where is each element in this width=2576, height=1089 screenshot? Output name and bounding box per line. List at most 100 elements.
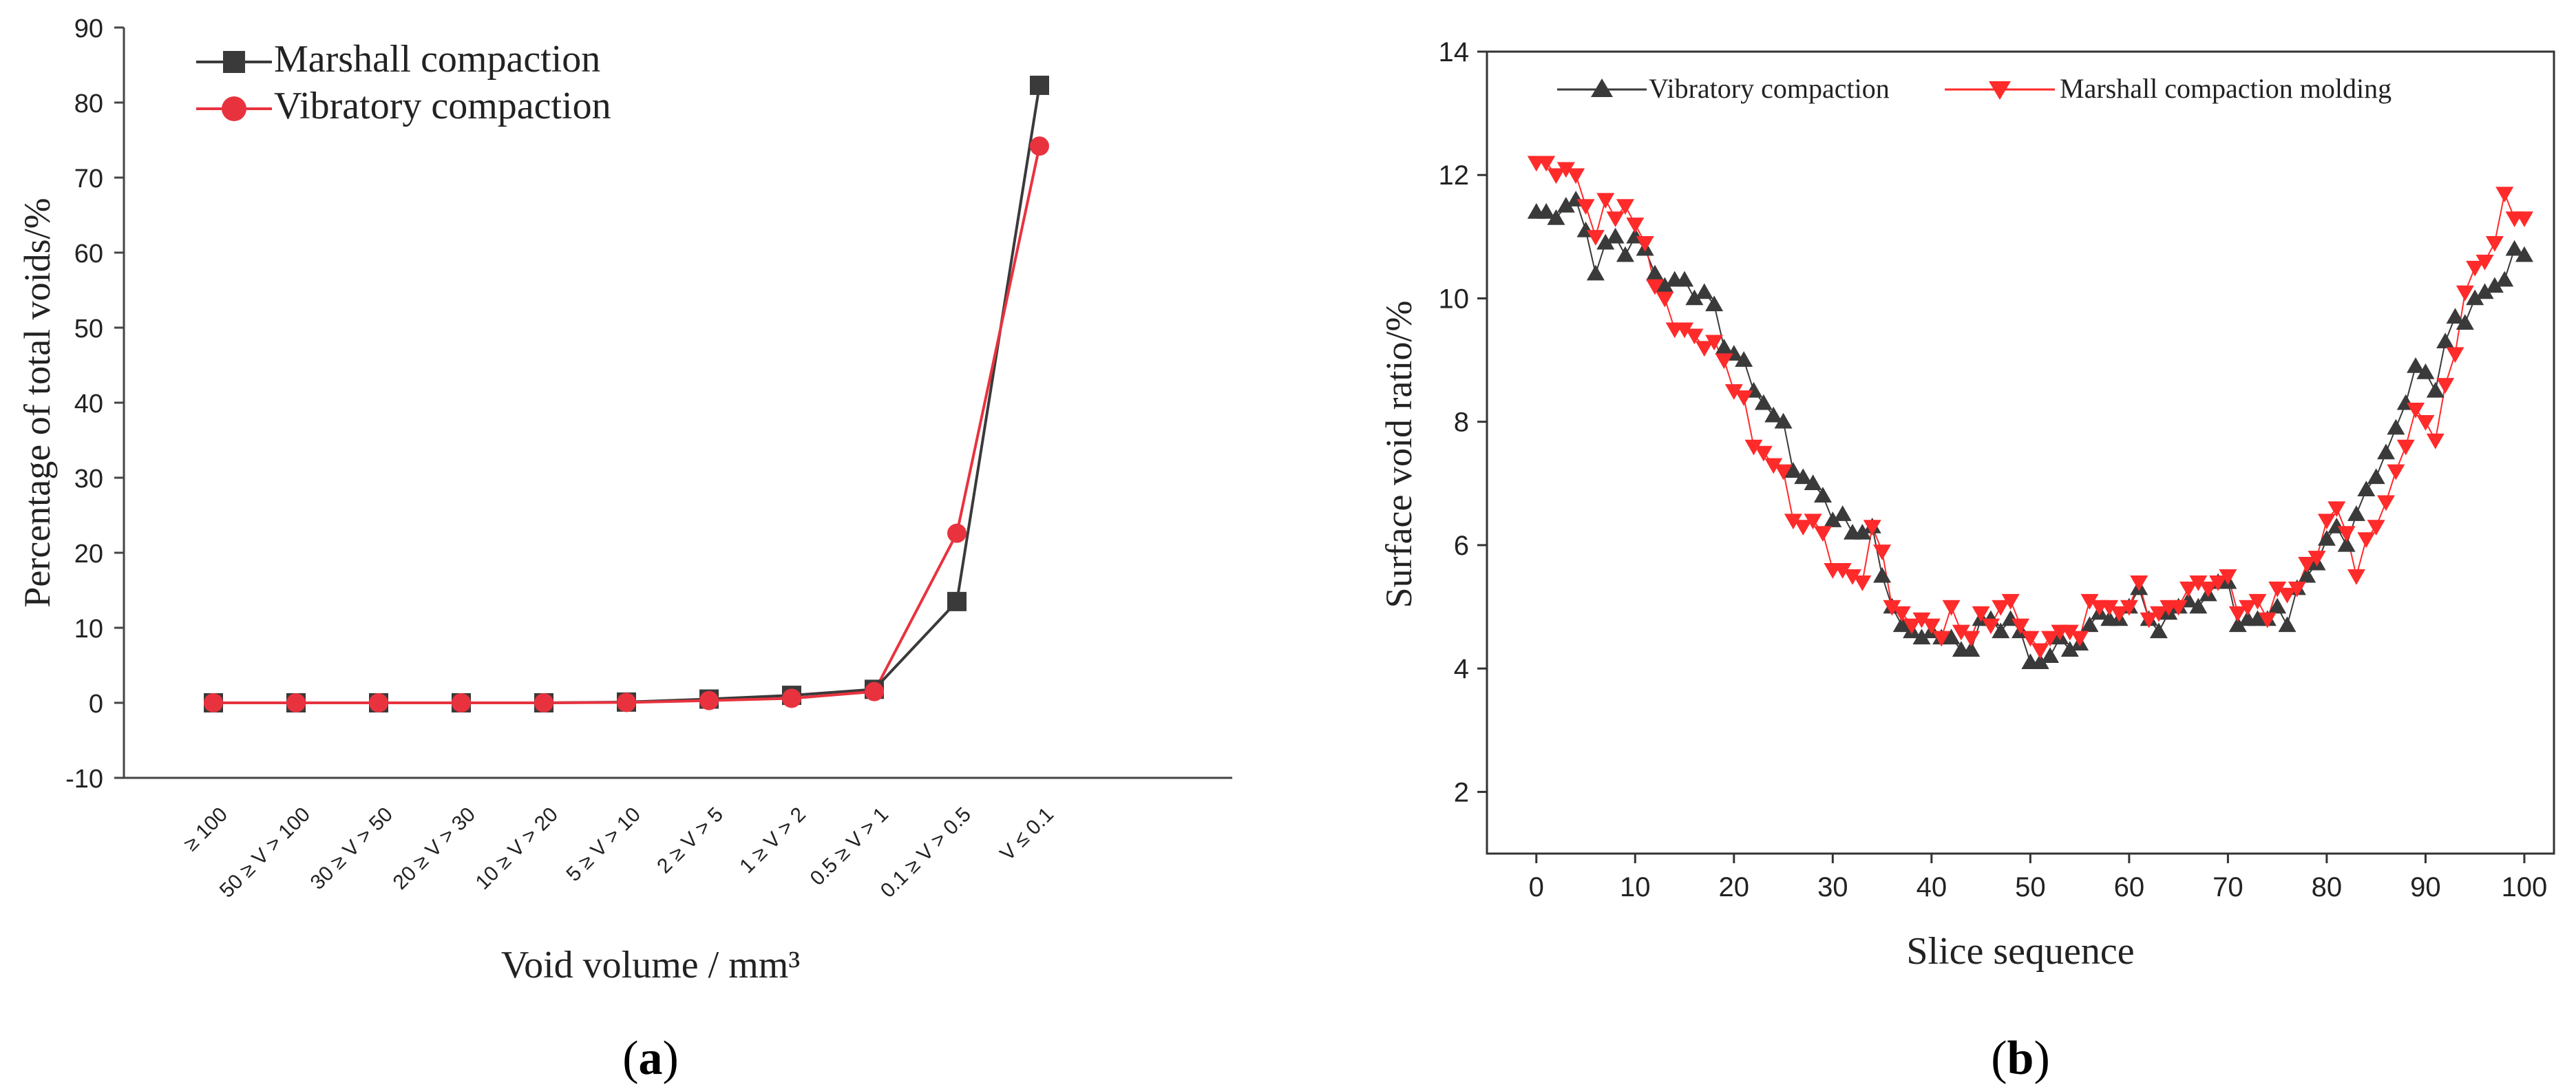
- chart-b-x-axis-title: Slice sequence: [1906, 930, 2134, 973]
- chart-b-point-vibratory: [1942, 628, 1961, 645]
- chart-b-point-marshall: [1764, 458, 1783, 474]
- chart-a-x-tick-label: 30 ≥ V > 50: [306, 803, 397, 894]
- chart-b-point-vibratory: [2317, 529, 2336, 546]
- chart-a-y-ticks: -10 0 10 20 30 40 50 60 70 80 90: [65, 14, 124, 794]
- chart-b-point-vibratory: [2367, 468, 2385, 485]
- chart-b-x-tick-label: 50: [2015, 872, 2046, 902]
- chart-b-point-marshall: [2426, 433, 2445, 450]
- chart-b-x-tick-label: 100: [2502, 872, 2548, 902]
- chart-b-point-marshall: [2436, 378, 2455, 394]
- chart-b-point-marshall: [1556, 162, 1575, 178]
- chart-b-x-tick-label: 60: [2114, 872, 2145, 902]
- chart-b-point-vibratory: [2080, 616, 2099, 633]
- chart-a-y-axis-title: Percentage of total voids/%: [17, 198, 58, 607]
- chart-b-point-marshall: [2466, 260, 2484, 277]
- chart-b-point-marshall: [2071, 631, 2089, 647]
- chart-b-x-tick-label: 30: [1817, 872, 1848, 902]
- chart-b-legend-label-marshall: Marshall compaction molding: [2060, 73, 2392, 104]
- chart-b-point-vibratory: [1537, 203, 1556, 219]
- chart-a-panel-label-open: (: [622, 1032, 638, 1085]
- chart-b-x-tick-label: 90: [2410, 872, 2441, 902]
- chart-b-point-marshall: [2475, 254, 2494, 271]
- chart-b: 2 4 6 8 10 12 14 0 10 20 30 40 50 60 70 80 90 100 Vibrat…: [1378, 37, 2555, 1085]
- chart-b-point-vibratory: [2436, 332, 2455, 348]
- chart-b-point-vibratory: [2426, 381, 2445, 398]
- chart-b-point-marshall: [1567, 168, 1585, 184]
- chart-b-point-marshall: [2416, 414, 2435, 431]
- chart-b-point-marshall: [2189, 575, 2208, 591]
- chart-b-point-marshall: [2248, 593, 2267, 610]
- chart-b-point-vibratory: [1853, 524, 1872, 540]
- chart-b-point-vibratory: [2466, 289, 2484, 306]
- chart-b-point-marshall: [1853, 575, 1872, 591]
- chart-b-point-marshall: [2100, 600, 2119, 616]
- chart-b-point-marshall: [2407, 403, 2425, 419]
- chart-b-point-vibratory: [1705, 295, 1724, 312]
- chart-b-point-marshall: [1576, 199, 1595, 215]
- chart-b-point-marshall: [2031, 643, 2049, 659]
- chart-b-point-marshall: [1942, 600, 1961, 616]
- chart-b-panel-label: (b): [1991, 1032, 2050, 1085]
- chart-b-point-marshall: [2288, 581, 2306, 598]
- chart-a-point-vibratory: [452, 693, 471, 712]
- chart-b-point-marshall: [2258, 612, 2277, 628]
- chart-b-y-tick-label: 4: [1454, 654, 1469, 684]
- chart-b-point-vibratory: [2407, 357, 2425, 373]
- chart-b-point-marshall: [1952, 624, 1970, 641]
- chart-b-point-marshall: [2337, 526, 2356, 542]
- chart-b-point-marshall: [2268, 581, 2287, 598]
- chart-a-y-tick-label: 30: [74, 465, 103, 494]
- chart-b-point-marshall: [1962, 631, 1981, 647]
- chart-b-point-vibratory: [2357, 480, 2376, 497]
- chart-b-point-marshall: [2298, 557, 2316, 573]
- chart-b-x-tick-label: 70: [2213, 872, 2244, 902]
- chart-b-point-marshall: [1596, 193, 1615, 209]
- chart-a-point-vibratory: [286, 693, 306, 712]
- chart-b-point-marshall: [1784, 514, 1802, 530]
- chart-b-point-marshall: [1537, 156, 1556, 172]
- chart-b-point-marshall: [2327, 501, 2346, 518]
- chart-b-point-vibratory: [1873, 567, 1892, 583]
- chart-b-line-marshall: [1536, 162, 2524, 651]
- chart-b-point-marshall: [1754, 445, 1773, 462]
- chart-b-point-marshall: [2308, 551, 2326, 567]
- chart-b-y-tick-label: 8: [1454, 408, 1469, 438]
- chart-a-point-vibratory: [782, 688, 801, 708]
- chart-a-y-tick-label: -10: [65, 765, 103, 794]
- chart-b-point-marshall: [2396, 439, 2415, 456]
- chart-b-y-ticks: 2 4 6 8 10 12 14: [1439, 37, 1487, 807]
- chart-a-panel-label-close: ): [663, 1032, 679, 1085]
- chart-a-point-vibratory: [947, 523, 967, 543]
- chart-b-point-marshall: [2041, 631, 2060, 647]
- chart-a-legend-label-marshall: Marshall compaction: [274, 38, 600, 81]
- chart-b-point-marshall: [2140, 612, 2158, 628]
- chart-b-point-marshall: [1715, 353, 1733, 370]
- chart-b-point-marshall: [2485, 236, 2504, 252]
- chart-a-x-tick-label: V ≤ 0.1: [996, 803, 1058, 865]
- chart-b-point-vibratory: [2416, 363, 2435, 379]
- chart-b-panel-label-close: ): [2034, 1032, 2049, 1085]
- chart-b-point-marshall: [1833, 563, 1852, 579]
- chart-b-x-tick-label: 10: [1620, 872, 1651, 902]
- chart-a-series: [204, 75, 1049, 712]
- chart-b-point-marshall: [2130, 575, 2149, 591]
- chart-b-point-vibratory: [2149, 622, 2168, 639]
- chart-b-point-vibratory: [1892, 616, 1911, 633]
- chart-a-y-tick-label: 0: [89, 690, 103, 719]
- chart-b-point-vibratory: [1962, 641, 1981, 657]
- chart-b-point-marshall: [1903, 618, 1921, 635]
- chart-b-point-vibratory: [1685, 289, 1704, 306]
- chart-b-legend-marker-marshall: [1989, 81, 2011, 100]
- chart-b-point-marshall: [2012, 618, 2029, 635]
- chart-b-point-marshall: [1912, 612, 1931, 628]
- chart-b-frame: [1486, 50, 2555, 855]
- chart-b-point-vibratory: [1735, 351, 1753, 367]
- chart-b-point-marshall: [1724, 384, 1743, 400]
- chart-b-point-marshall: [2387, 464, 2405, 480]
- chart-b-point-vibratory: [1676, 271, 1694, 287]
- chart-b-point-marshall: [2357, 532, 2376, 548]
- chart-a-point-marshall: [1030, 75, 1049, 95]
- chart-b-panel-label-open: (: [1991, 1032, 2007, 1085]
- chart-b-point-marshall: [2209, 575, 2228, 591]
